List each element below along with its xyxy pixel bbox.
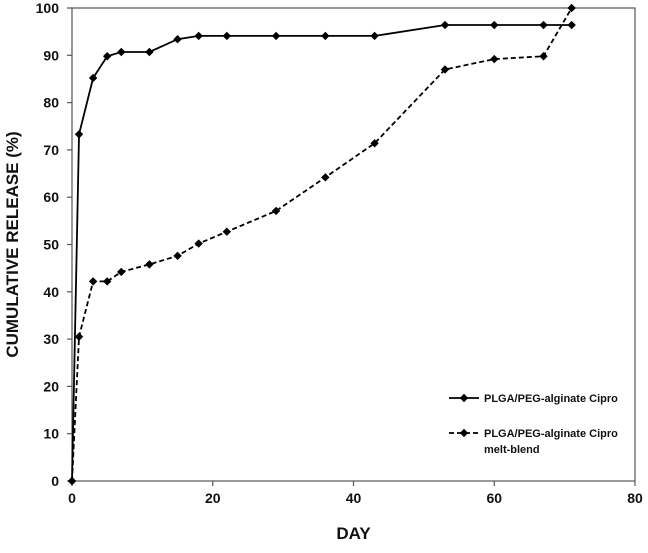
- data-point: [567, 20, 576, 30]
- series-layer: [67, 3, 576, 486]
- data-point: [271, 31, 281, 41]
- data-point: [88, 277, 98, 286]
- series-line: [71, 24, 572, 482]
- legend-label-line2: melt-blend: [484, 444, 540, 456]
- series-line: [71, 7, 573, 482]
- data-point: [222, 31, 232, 41]
- legend-label: PLGA/PEG-alginate Cipro: [484, 428, 618, 440]
- x-tick-label: 80: [627, 490, 643, 506]
- legend-label: PLGA/PEG-alginate Cipro: [484, 393, 618, 405]
- legend-marker: [459, 393, 469, 403]
- data-point: [117, 267, 126, 277]
- legend-marker: [459, 428, 469, 438]
- data-point: [222, 227, 232, 236]
- data-point: [67, 476, 77, 486]
- plot-frame: [71, 7, 636, 482]
- x-tick-label: 0: [68, 490, 76, 506]
- data-point: [370, 139, 379, 148]
- legend-item-2: PLGA/PEG-alginate Cipro melt-blend: [449, 428, 618, 456]
- y-axis-title: CUMULATIVE RELEASE (%): [3, 131, 22, 357]
- data-point: [370, 31, 379, 41]
- y-tick-label: 100: [36, 0, 60, 16]
- data-point: [102, 52, 112, 61]
- x-axis-title: DAY: [336, 524, 371, 543]
- data-point: [145, 47, 154, 57]
- y-tick-label: 90: [43, 47, 59, 63]
- legend: PLGA/PEG-alginate CiproPLGA/PEG-alginate…: [449, 393, 618, 456]
- y-tick-label: 80: [43, 95, 59, 111]
- data-point: [567, 3, 576, 13]
- y-tick-label: 60: [43, 189, 59, 205]
- data-point: [145, 260, 154, 269]
- axes: 0 10 20 30 40 50 60 70 80 90 100 0 20 40 60 80: [36, 0, 643, 506]
- data-point: [117, 47, 126, 57]
- data-point: [74, 130, 84, 139]
- y-tick-label: 20: [43, 378, 59, 394]
- y-tick-label: 0: [51, 473, 59, 489]
- series-2: [67, 3, 576, 486]
- data-point: [539, 52, 548, 61]
- data-point: [173, 35, 182, 44]
- data-point: [88, 73, 98, 83]
- data-point: [102, 277, 112, 286]
- data-point: [74, 332, 84, 341]
- y-tick-label: 10: [43, 426, 59, 442]
- data-point: [321, 31, 330, 41]
- data-point: [173, 251, 182, 261]
- data-point: [490, 20, 499, 30]
- data-point: [490, 54, 499, 64]
- x-tick-label: 20: [205, 490, 221, 506]
- y-tick-label: 30: [43, 331, 59, 347]
- series-1: [67, 20, 576, 486]
- y-tick-label: 40: [43, 284, 59, 300]
- data-point: [321, 173, 330, 182]
- legend-item-1: PLGA/PEG-alginate Cipro: [449, 393, 618, 405]
- data-point: [194, 239, 203, 248]
- data-point: [194, 31, 203, 41]
- y-tick-label: 50: [43, 237, 59, 253]
- data-point: [440, 20, 450, 30]
- data-point: [440, 65, 450, 74]
- x-tick-label: 40: [346, 490, 362, 506]
- data-point: [271, 206, 281, 216]
- data-point: [539, 20, 548, 30]
- x-tick-label: 60: [486, 490, 502, 506]
- y-tick-label: 70: [43, 142, 59, 158]
